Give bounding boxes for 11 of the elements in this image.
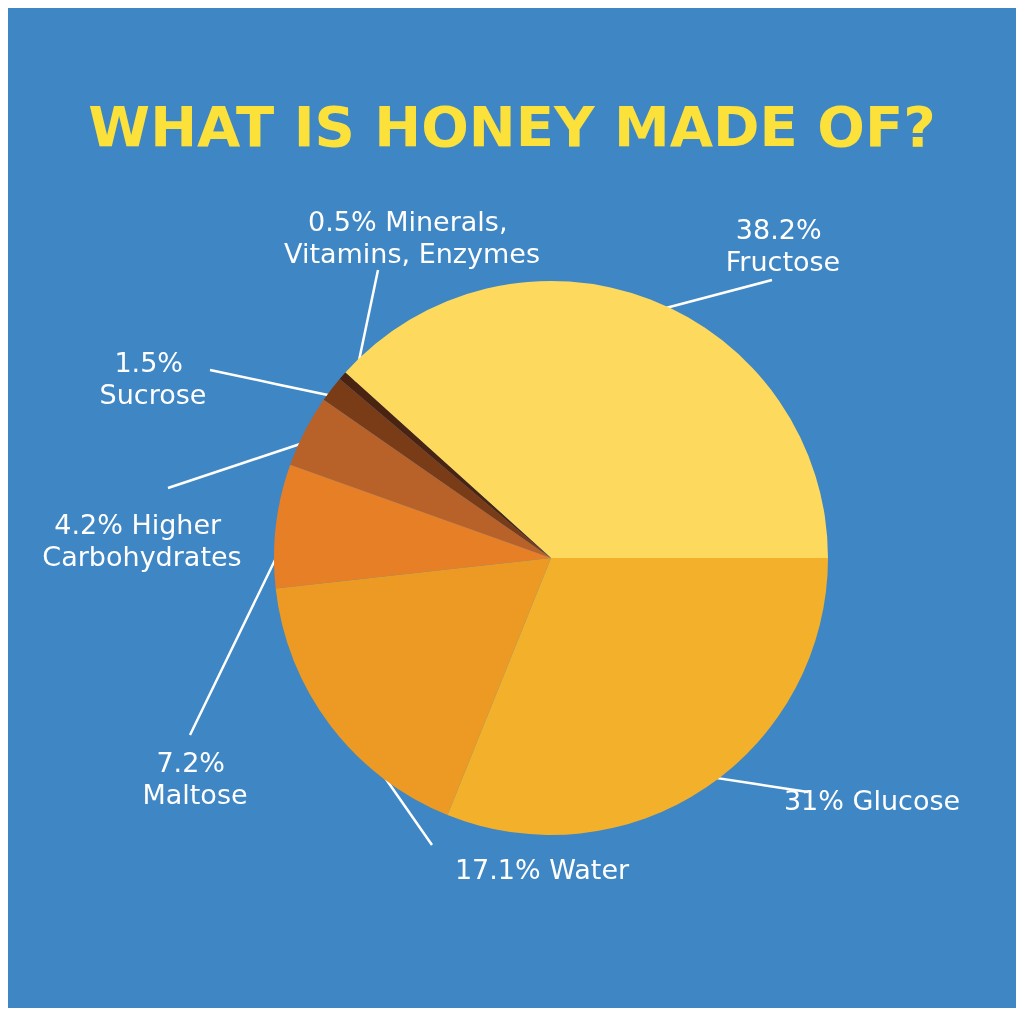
data-label: 1.5% [114,346,192,378]
slice-label: Sucrose [99,378,207,410]
slice-label: 4.2% Higher Carbohydrates [42,508,242,572]
data-label: 7.2% [156,746,234,778]
slice-label: 31% Glucose [783,784,961,816]
chart-title: WHAT IS HONEY MADE OF? [88,93,936,159]
slice-label: Fructose [725,245,841,277]
slice-label: 0.5% Minerals, Vitamins, Enzymes [284,205,540,269]
slice-label: 17.1% Water [454,853,630,885]
slice-label: Maltose [142,778,248,810]
data-label: 38.2% [735,213,831,245]
